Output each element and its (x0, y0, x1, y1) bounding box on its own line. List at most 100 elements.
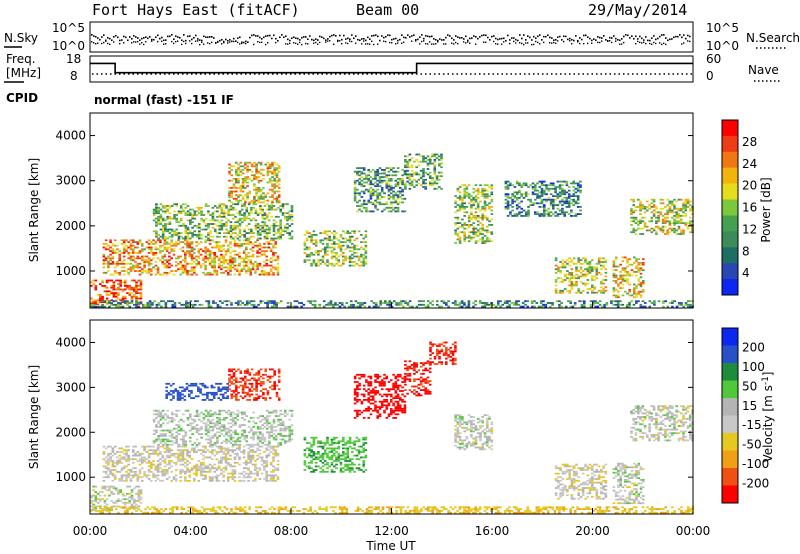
noise-point (405, 36, 407, 39)
echo-cell (374, 199, 377, 202)
echo-cell (263, 224, 267, 227)
echo-cell (104, 467, 108, 470)
echo-cell (565, 180, 569, 183)
echo-cell (303, 243, 307, 245)
echo-cell (191, 215, 194, 218)
echo-cell (474, 227, 478, 230)
echo-cell (261, 224, 264, 227)
echo-cell (190, 469, 194, 471)
echo-cell (456, 187, 460, 190)
echo-cell (454, 303, 457, 306)
echo-cell (101, 281, 104, 284)
echo-cell (246, 196, 249, 198)
echo-cell (527, 213, 530, 215)
echo-cell (549, 211, 553, 214)
echo-cell (120, 461, 124, 464)
echo-cell (138, 460, 142, 462)
echo-cell (113, 478, 117, 480)
echo-cell (600, 264, 603, 267)
echo-cell (119, 283, 122, 285)
echo-cell (118, 273, 121, 276)
echo-cell (129, 478, 133, 480)
echo-cell (170, 449, 173, 452)
echo-cell (105, 292, 109, 294)
echo-cell (337, 246, 341, 249)
noise-search-point (275, 41, 277, 44)
echo-cell (348, 259, 352, 262)
echo-cell (134, 445, 137, 448)
echo-cell (361, 303, 364, 306)
echo-cell (467, 224, 471, 226)
echo-cell (200, 214, 203, 216)
echo-cell (661, 229, 665, 232)
echo-cell (164, 305, 168, 308)
echo-cell (472, 204, 475, 206)
echo-cell (170, 217, 174, 220)
echo-cell (224, 259, 228, 262)
echo-cell (228, 196, 231, 198)
echo-cell (103, 494, 107, 497)
echo-cell (503, 300, 507, 303)
echo-cell (365, 176, 368, 178)
echo-cell (138, 458, 142, 461)
echo-cell (281, 205, 285, 207)
echo-cell (551, 302, 554, 304)
echo-cell (626, 292, 629, 295)
echo-cell (401, 210, 404, 213)
echo-cell (132, 248, 135, 251)
echo-cell (279, 228, 282, 231)
echo-cell (268, 167, 272, 169)
echo-cell (135, 305, 138, 308)
echo-cell (561, 204, 564, 206)
echo-cell (360, 241, 363, 243)
echo-cell (170, 460, 173, 462)
echo-cell (385, 206, 389, 209)
noise-point (169, 35, 171, 38)
noise-point (387, 34, 389, 36)
echo-cell (465, 191, 469, 194)
echo-cell (290, 208, 294, 211)
echo-cell (646, 200, 649, 203)
echo-cell (172, 243, 176, 245)
echo-cell (637, 280, 641, 282)
noise-point (243, 41, 245, 44)
echo-cell (563, 191, 566, 194)
echo-cell (635, 294, 638, 297)
echo-cell (619, 300, 622, 303)
echo-cell (133, 294, 136, 296)
colorbar-swatch (722, 199, 738, 216)
noise-search-point (611, 41, 613, 44)
echo-cell (173, 217, 176, 220)
echo-cell (177, 454, 180, 457)
echo-cell (263, 228, 267, 231)
echo-cell (586, 271, 590, 274)
echo-cell (367, 179, 370, 182)
echo-cell (177, 452, 180, 455)
echo-cell (668, 302, 672, 304)
echo-cell (662, 305, 665, 308)
echo-cell (119, 491, 122, 493)
echo-cell (511, 193, 514, 196)
echo-cell (244, 187, 247, 189)
echo-cell (628, 303, 631, 306)
echo-cell (689, 220, 692, 223)
echo-cell (361, 302, 364, 304)
echo-cell (303, 248, 307, 251)
echo-cell (254, 264, 257, 267)
echo-cell (122, 255, 126, 258)
echo-cell (197, 248, 201, 251)
colorbar-tick-label: 20 (742, 179, 757, 193)
echo-cell (394, 206, 398, 209)
noise-point (593, 38, 595, 40)
noise-search-point (299, 41, 301, 44)
noise-search-point (141, 42, 143, 44)
echo-cell (228, 179, 231, 182)
echo-cell (128, 485, 131, 488)
echo-cell (259, 232, 262, 234)
echo-cell (565, 198, 569, 201)
echo-cell (126, 292, 129, 294)
echo-cell (226, 248, 230, 251)
echo-cell (517, 303, 520, 306)
echo-cell (259, 212, 262, 215)
echo-cell (156, 463, 160, 466)
